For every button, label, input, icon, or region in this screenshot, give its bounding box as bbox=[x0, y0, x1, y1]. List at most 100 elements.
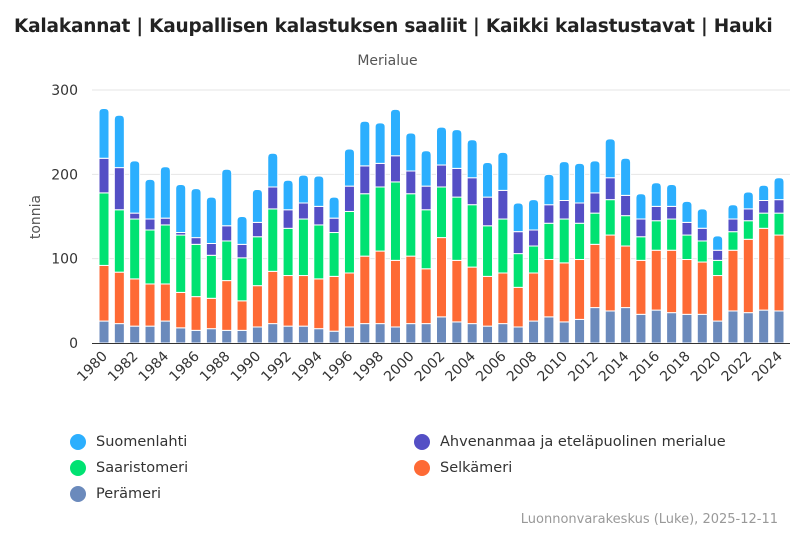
bar-segment[interactable] bbox=[758, 309, 770, 344]
bar-segment[interactable] bbox=[374, 186, 386, 252]
bar-segment[interactable] bbox=[574, 259, 586, 320]
bar-segment[interactable] bbox=[251, 236, 263, 287]
bar-segment[interactable] bbox=[98, 320, 110, 344]
bar-segment[interactable] bbox=[389, 259, 401, 328]
bar-segment[interactable] bbox=[313, 224, 325, 280]
bar-segment[interactable] bbox=[328, 196, 340, 219]
bar-segment[interactable] bbox=[451, 259, 463, 323]
bar-segment[interactable] bbox=[436, 126, 447, 166]
bar-segment[interactable] bbox=[343, 185, 355, 212]
bar-segment[interactable] bbox=[436, 164, 447, 188]
bar-segment[interactable] bbox=[144, 218, 156, 231]
bar-segment[interactable] bbox=[742, 220, 754, 240]
bar-segment[interactable] bbox=[604, 199, 616, 236]
bar-segment[interactable] bbox=[497, 151, 509, 191]
bar-segment[interactable] bbox=[620, 157, 632, 196]
bar-segment[interactable] bbox=[190, 296, 202, 331]
bar-segment[interactable] bbox=[574, 318, 586, 344]
bar-segment[interactable] bbox=[512, 202, 524, 233]
bar-segment[interactable] bbox=[512, 231, 524, 255]
bar-segment[interactable] bbox=[359, 165, 371, 195]
bar-segment[interactable] bbox=[497, 323, 509, 344]
bar-segment[interactable] bbox=[374, 162, 386, 188]
bar-segment[interactable] bbox=[543, 259, 555, 318]
bar-segment[interactable] bbox=[543, 204, 555, 224]
bar-segment[interactable] bbox=[190, 329, 202, 344]
bar-segment[interactable] bbox=[635, 218, 647, 238]
bar-segment[interactable] bbox=[482, 225, 494, 277]
bar-segment[interactable] bbox=[466, 139, 478, 179]
bar-segment[interactable] bbox=[512, 326, 524, 344]
bar-segment[interactable] bbox=[144, 229, 156, 285]
bar-segment[interactable] bbox=[773, 310, 785, 344]
bar-segment[interactable] bbox=[267, 208, 279, 272]
bar-segment[interactable] bbox=[251, 189, 263, 223]
bar-segment[interactable] bbox=[650, 205, 662, 222]
bar-segment[interactable] bbox=[113, 209, 125, 273]
bar-segment[interactable] bbox=[558, 199, 570, 220]
bar-segment[interactable] bbox=[251, 285, 263, 328]
bar-segment[interactable] bbox=[758, 212, 770, 229]
bar-segment[interactable] bbox=[205, 328, 217, 344]
bar-segment[interactable] bbox=[328, 232, 340, 277]
bar-segment[interactable] bbox=[98, 157, 110, 194]
bar-segment[interactable] bbox=[328, 275, 340, 332]
bar-segment[interactable] bbox=[175, 291, 187, 329]
bar-segment[interactable] bbox=[359, 323, 371, 344]
bar-segment[interactable] bbox=[236, 329, 248, 344]
bar-segment[interactable] bbox=[436, 316, 447, 344]
bar-segment[interactable] bbox=[696, 313, 708, 344]
bar-segment[interactable] bbox=[129, 160, 141, 214]
bar-segment[interactable] bbox=[389, 155, 401, 183]
bar-segment[interactable] bbox=[635, 193, 647, 220]
bar-segment[interactable] bbox=[144, 283, 156, 327]
bar-segment[interactable] bbox=[236, 300, 248, 331]
bar-segment[interactable] bbox=[604, 138, 616, 179]
credit-link[interactable]: Luonnonvarakeskus (Luke), 2025-12-11 bbox=[520, 512, 778, 527]
bar-segment[interactable] bbox=[159, 166, 171, 219]
bar-segment[interactable] bbox=[742, 208, 754, 222]
legend-item-selkameri[interactable]: Selkämeri bbox=[414, 460, 512, 476]
bar-segment[interactable] bbox=[620, 215, 632, 247]
bar-segment[interactable] bbox=[712, 249, 724, 261]
bar-segment[interactable] bbox=[205, 297, 217, 330]
bar-segment[interactable] bbox=[604, 310, 616, 344]
legend-item-perameri[interactable]: Perämeri bbox=[70, 486, 161, 502]
bar-segment[interactable] bbox=[313, 278, 325, 330]
bar-segment[interactable] bbox=[558, 161, 570, 201]
bar-segment[interactable] bbox=[528, 245, 540, 274]
bar-segment[interactable] bbox=[681, 259, 693, 315]
bar-segment[interactable] bbox=[528, 320, 540, 344]
bar-segment[interactable] bbox=[589, 307, 601, 344]
bar-segment[interactable] bbox=[497, 189, 509, 220]
bar-segment[interactable] bbox=[696, 261, 708, 315]
bar-segment[interactable] bbox=[482, 196, 494, 227]
bar-segment[interactable] bbox=[129, 212, 141, 220]
bar-segment[interactable] bbox=[405, 193, 417, 257]
bar-segment[interactable] bbox=[742, 312, 754, 344]
bar-segment[interactable] bbox=[221, 225, 233, 242]
bar-segment[interactable] bbox=[589, 192, 601, 214]
bar-segment[interactable] bbox=[589, 160, 601, 194]
bar-segment[interactable] bbox=[98, 264, 110, 322]
bar-segment[interactable] bbox=[620, 194, 632, 217]
bar-segment[interactable] bbox=[696, 240, 708, 263]
bar-segment[interactable] bbox=[405, 255, 417, 325]
bar-segment[interactable] bbox=[451, 167, 463, 198]
bar-segment[interactable] bbox=[144, 325, 156, 344]
bar-segment[interactable] bbox=[574, 202, 586, 224]
bar-segment[interactable] bbox=[159, 320, 171, 344]
bar-segment[interactable] bbox=[343, 272, 355, 328]
bar-segment[interactable] bbox=[129, 325, 141, 344]
bar-segment[interactable] bbox=[604, 177, 616, 201]
bar-segment[interactable] bbox=[558, 218, 570, 264]
bar-segment[interactable] bbox=[159, 217, 171, 226]
bar-segment[interactable] bbox=[251, 326, 263, 344]
bar-segment[interactable] bbox=[635, 313, 647, 344]
bar-segment[interactable] bbox=[267, 186, 279, 210]
bar-segment[interactable] bbox=[727, 231, 739, 251]
bar-segment[interactable] bbox=[359, 193, 371, 257]
bar-segment[interactable] bbox=[175, 327, 187, 344]
bar-segment[interactable] bbox=[482, 162, 494, 198]
bar-segment[interactable] bbox=[113, 271, 125, 325]
